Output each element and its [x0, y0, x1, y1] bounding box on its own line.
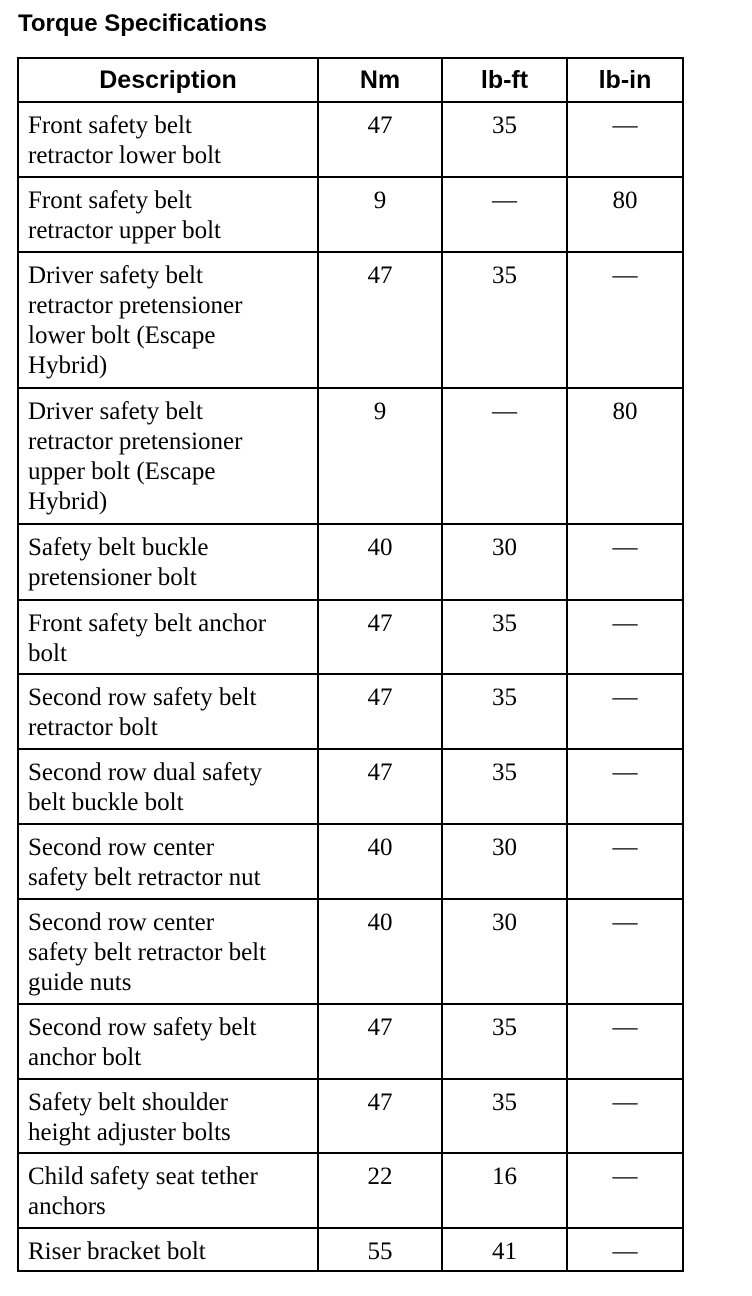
table-row: Front safety belt retractor upper bolt 9—… — [17, 176, 684, 253]
lbin-cell: — — [566, 599, 684, 675]
lbft-cell: 35 — [441, 251, 568, 389]
table-header-row: Description Nm lb-ft lb-in — [17, 57, 684, 103]
lbin-cell: — — [566, 523, 684, 601]
lbft-cell: 35 — [441, 101, 568, 178]
description-cell: Safety belt buckle pretensioner bolt — [17, 523, 319, 601]
column-header-nm: Nm — [317, 57, 443, 103]
lbft-cell: 16 — [441, 1152, 568, 1229]
lbft-cell: 35 — [441, 599, 568, 675]
torque-spec-table: Description Nm lb-ft lb-in Front safety … — [17, 57, 684, 1272]
lbft-cell: 30 — [441, 823, 568, 900]
table-row: Second row safety belt anchor bolt 47 35— — [17, 1003, 684, 1080]
nm-cell: 40 — [317, 523, 443, 601]
nm-cell: 47 — [317, 1078, 443, 1154]
description-cell: Child safety seat tether anchors — [17, 1152, 319, 1229]
table-row: Front safety belt retractor lower bolt 47… — [17, 101, 684, 178]
nm-cell: 9 — [317, 176, 443, 253]
nm-cell: 40 — [317, 898, 443, 1005]
nm-cell: 47 — [317, 599, 443, 675]
lbft-cell: 35 — [441, 1003, 568, 1080]
lbin-cell: — — [566, 898, 684, 1005]
nm-cell: 47 — [317, 1003, 443, 1080]
column-header-lbin: lb-in — [566, 57, 684, 103]
lbin-cell: — — [566, 101, 684, 178]
column-header-description: Description — [17, 57, 319, 103]
lbin-cell: — — [566, 1227, 684, 1272]
description-cell: Riser bracket bolt — [17, 1227, 319, 1272]
nm-cell: 55 — [317, 1227, 443, 1272]
table-row: Safety belt shoulder height adjuster bol… — [17, 1078, 684, 1154]
lbin-cell: — — [566, 1152, 684, 1229]
lbin-cell: — — [566, 1078, 684, 1154]
description-cell: Front safety belt anchor bolt — [17, 599, 319, 675]
lbft-cell: 41 — [441, 1227, 568, 1272]
lbft-cell: 35 — [441, 748, 568, 825]
lbin-cell: — — [566, 251, 684, 389]
table-row: Second row center safety belt retractor … — [17, 898, 684, 1005]
nm-cell: 9 — [317, 387, 443, 525]
lbft-cell: 30 — [441, 898, 568, 1005]
column-header-lbft: lb-ft — [441, 57, 568, 103]
lbin-cell: — — [566, 1003, 684, 1080]
table-row: Driver safety belt retractor pretensione… — [17, 251, 684, 389]
description-cell: Second row center safety belt retractor … — [17, 823, 319, 900]
lbin-cell: 80 — [566, 387, 684, 525]
table-row: Front safety belt anchor bolt 47 35— — [17, 599, 684, 675]
description-cell: Front safety belt retractor lower bolt — [17, 101, 319, 178]
lbft-cell: — — [441, 176, 568, 253]
lbft-cell: 35 — [441, 673, 568, 750]
description-cell: Second row center safety belt retractor … — [17, 898, 319, 1005]
description-cell: Safety belt shoulder height adjuster bol… — [17, 1078, 319, 1154]
description-cell: Driver safety belt retractor pretensione… — [17, 387, 319, 525]
table-row: Safety belt buckle pretensioner bolt 40 30… — [17, 523, 684, 601]
description-cell: Second row safety belt retractor bolt — [17, 673, 319, 750]
nm-cell: 47 — [317, 748, 443, 825]
table-row: Second row safety belt retractor bolt 47 3… — [17, 673, 684, 750]
lbft-cell: 30 — [441, 523, 568, 601]
table-row: Child safety seat tether anchors 22 16— — [17, 1152, 684, 1229]
nm-cell: 22 — [317, 1152, 443, 1229]
lbin-cell: — — [566, 748, 684, 825]
table-row: Driver safety belt retractor pretensione… — [17, 387, 684, 525]
lbft-cell: 35 — [441, 1078, 568, 1154]
nm-cell: 47 — [317, 673, 443, 750]
description-cell: Driver safety belt retractor pretensione… — [17, 251, 319, 389]
description-cell: Second row safety belt anchor bolt — [17, 1003, 319, 1080]
lbin-cell: — — [566, 673, 684, 750]
description-cell: Second row dual safety belt buckle bolt — [17, 748, 319, 825]
table-row: Second row center safety belt retractor … — [17, 823, 684, 900]
nm-cell: 47 — [317, 101, 443, 178]
lbin-cell: 80 — [566, 176, 684, 253]
description-cell: Front safety belt retractor upper bolt — [17, 176, 319, 253]
table-row: Riser bracket bolt 55 41— — [17, 1227, 684, 1272]
table-row: Second row dual safety belt buckle bolt 4… — [17, 748, 684, 825]
lbft-cell: — — [441, 387, 568, 525]
nm-cell: 47 — [317, 251, 443, 389]
nm-cell: 40 — [317, 823, 443, 900]
lbin-cell: — — [566, 823, 684, 900]
page-title: Torque Specifications — [18, 10, 267, 37]
